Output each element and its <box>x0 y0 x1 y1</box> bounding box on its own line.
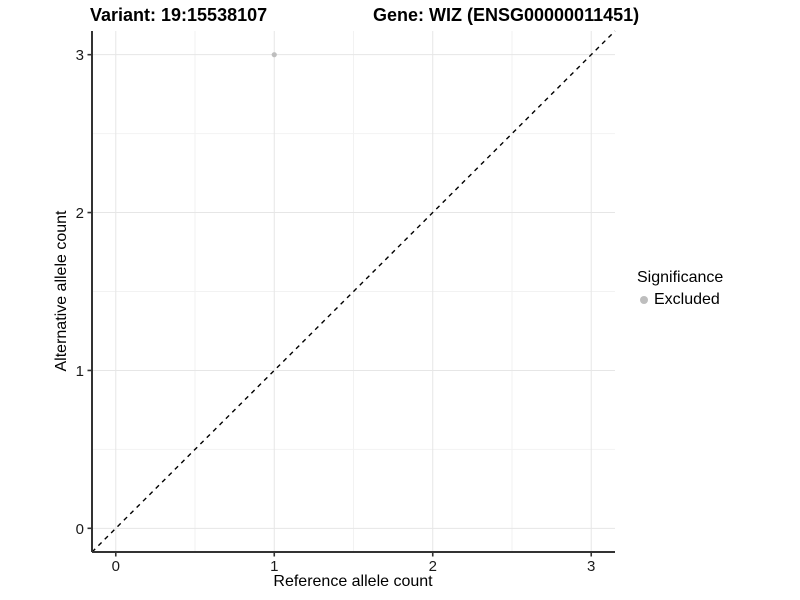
y-tick-label: 1 <box>76 363 84 380</box>
legend-entries: Excluded <box>637 291 723 309</box>
data-point <box>271 52 277 58</box>
legend: Significance Excluded <box>637 269 723 309</box>
y-tick-label: 2 <box>76 205 84 222</box>
y-axis-title: Alternative allele count <box>53 210 70 372</box>
plot-title-gene: Gene: WIZ (ENSG00000011451) <box>373 5 640 25</box>
y-tick-label: 3 <box>76 47 84 64</box>
x-tick-label: 2 <box>429 558 437 575</box>
legend-entry-label: Excluded <box>654 291 720 308</box>
x-tick-label: 1 <box>270 558 278 575</box>
plot-title-variant: Variant: 19:15538107 <box>90 5 268 25</box>
legend-point-icon <box>640 296 648 304</box>
x-axis-title: Reference allele count <box>273 573 433 590</box>
identity-dashed-line <box>91 30 616 553</box>
x-tick-label: 0 <box>112 558 120 575</box>
x-tick-label: 3 <box>587 558 595 575</box>
legend-entry: Excluded <box>640 291 723 309</box>
legend-title: Significance <box>637 269 724 286</box>
y-tick-label: 0 <box>76 521 84 538</box>
